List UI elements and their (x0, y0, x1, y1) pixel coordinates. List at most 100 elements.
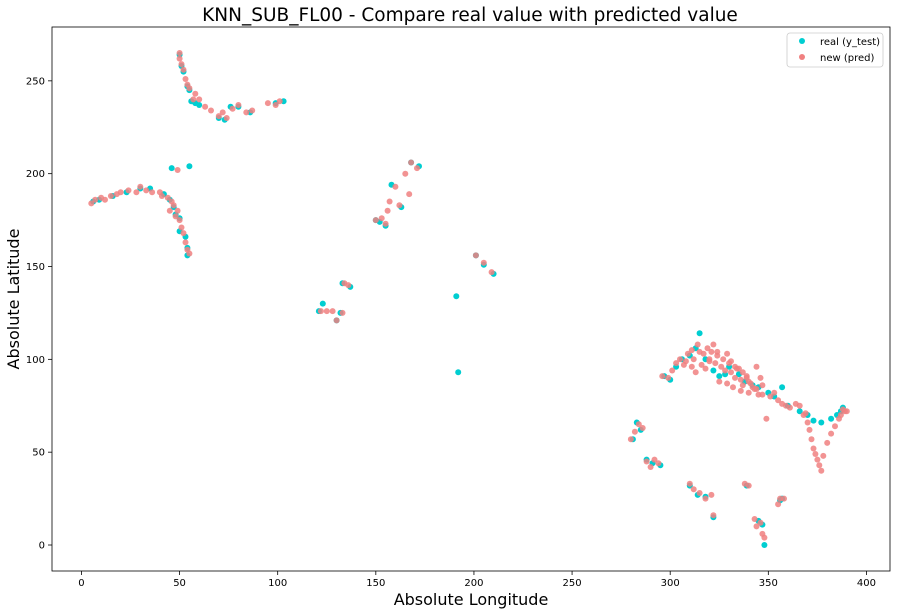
point-pred (333, 317, 340, 324)
point-pred (814, 456, 821, 463)
point-real (761, 542, 768, 548)
point-pred (149, 189, 156, 196)
point-pred (700, 350, 707, 357)
x-tick-label: 150 (366, 578, 385, 589)
point-pred (732, 374, 738, 381)
point-pred (837, 412, 844, 418)
point-real (196, 102, 203, 108)
point-pred (698, 361, 705, 368)
point-real (796, 408, 803, 415)
point-pred (392, 183, 399, 190)
point-pred (219, 109, 226, 116)
point-pred (714, 348, 721, 355)
point-pred (702, 365, 709, 372)
point-real (696, 330, 703, 337)
point-pred (406, 191, 413, 198)
point-real (319, 300, 326, 307)
legend-label-real: real (y_test) (820, 37, 880, 48)
x-tick-label: 350 (759, 578, 778, 589)
point-pred (92, 196, 99, 203)
point-pred (655, 460, 662, 467)
point-pred (627, 436, 634, 443)
point-pred (802, 410, 809, 417)
point-pred (688, 347, 695, 354)
point-pred (117, 189, 124, 196)
point-pred (806, 426, 813, 433)
point-pred (704, 345, 711, 352)
point-pred (647, 464, 654, 470)
point-pred (712, 360, 719, 367)
legend-marker-real (799, 38, 805, 44)
point-pred (820, 452, 827, 459)
point-pred (329, 308, 336, 315)
point-pred (202, 103, 209, 110)
point-pred (724, 350, 731, 357)
plot-area (51, 26, 891, 572)
point-pred (215, 113, 222, 120)
point-pred (735, 365, 742, 372)
point-pred (739, 382, 746, 389)
point-real (168, 165, 175, 172)
point-pred (635, 421, 642, 428)
point-real (453, 293, 460, 300)
point-pred (669, 367, 676, 374)
point-pred (176, 55, 183, 62)
point-pred (832, 423, 838, 430)
point-pred (180, 230, 187, 237)
point-pred (143, 187, 150, 194)
x-axis: 0 50 100 150 200 250 300 350 400 (78, 571, 876, 589)
point-pred (796, 402, 803, 409)
point-pred (172, 213, 179, 220)
point-pred (739, 369, 746, 376)
point-pred (178, 224, 185, 231)
point-real (186, 163, 193, 170)
point-pred (810, 445, 817, 452)
x-tick-label: 200 (464, 578, 483, 589)
point-pred (180, 66, 187, 73)
point-pred (753, 363, 760, 370)
point-pred (631, 428, 638, 435)
point-pred (751, 386, 758, 392)
point-pred (686, 480, 693, 487)
point-pred (696, 490, 703, 496)
point-pred (488, 269, 495, 276)
point-pred (775, 501, 782, 508)
point-pred (643, 458, 650, 465)
point-pred (775, 397, 782, 404)
y-tick-label: 50 (32, 448, 45, 459)
legend-marker-pred (799, 54, 805, 60)
point-pred (276, 98, 283, 105)
point-pred (745, 389, 752, 396)
point-pred (190, 96, 197, 103)
point-pred (402, 170, 409, 177)
point-pred (843, 408, 850, 415)
point-pred (759, 391, 766, 398)
point-pred (722, 367, 729, 374)
point-pred (125, 187, 132, 194)
y-tick-label: 100 (26, 355, 45, 366)
point-pred (771, 389, 778, 396)
point-pred (786, 404, 793, 411)
point-real (455, 369, 462, 376)
point-pred (759, 382, 766, 389)
point-pred (659, 373, 666, 380)
point-pred (677, 356, 683, 363)
point-pred (728, 369, 734, 376)
y-axis-label: Absolute Latitude (4, 229, 23, 370)
y-axis: 0 50 100 150 200 250 (26, 76, 52, 552)
point-pred (182, 76, 189, 82)
point-pred (737, 387, 744, 394)
point-pred (684, 350, 691, 357)
point-pred (174, 207, 181, 214)
point-pred (472, 252, 479, 259)
point-real (810, 417, 817, 424)
point-pred (386, 198, 393, 205)
point-pred (743, 374, 750, 381)
x-tick-label: 0 (78, 578, 84, 589)
point-pred (166, 207, 173, 214)
point-pred (716, 378, 723, 385)
points-layer (88, 50, 850, 548)
point-pred (382, 220, 389, 227)
point-pred (378, 215, 385, 222)
point-pred (323, 308, 330, 315)
